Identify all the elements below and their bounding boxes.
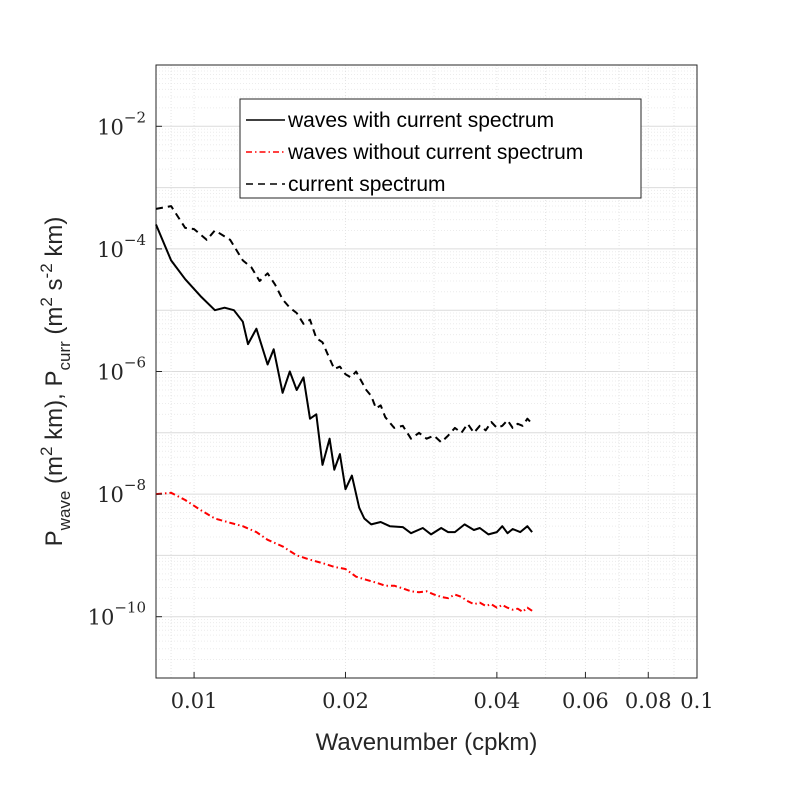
y-axis-label: Pwave (m2 km), Pcurr (m2 s-2 km)	[37, 217, 74, 547]
y-axis-label-sub2: curr	[55, 341, 74, 371]
x-tick-label: 0.08	[625, 689, 672, 713]
legend: waves with current spectrum waves without…	[239, 98, 642, 199]
series-line-2	[155, 205, 533, 444]
y-axis-label-prefix: P	[41, 530, 68, 546]
y-axis-label-sub1: wave	[55, 491, 74, 532]
y-tick-label: 10−4	[97, 231, 146, 262]
y-axis-label-mid4: s	[41, 278, 68, 297]
y-tick-label: 10−2	[97, 108, 146, 139]
y-axis-label-mid3: (m	[41, 307, 68, 342]
series-layer	[155, 205, 533, 613]
y-axis-label-sup2: 2	[37, 297, 56, 306]
series-line-1	[155, 491, 533, 613]
y-axis-label-mid2: km), P	[41, 371, 68, 447]
x-tick-label: 0.01	[171, 689, 218, 713]
legend-label-1: waves without current spectrum	[287, 141, 583, 164]
y-axis-label-suffix: km)	[41, 217, 68, 264]
x-tick-label: 0.06	[562, 689, 609, 713]
y-tick-base: 10	[97, 483, 124, 507]
y-tick-exponent: −6	[124, 354, 146, 372]
y-axis-label-mid: (m	[41, 456, 68, 491]
y-tick-exponent: −10	[114, 599, 146, 617]
y-tick-base: 10	[88, 606, 115, 630]
axis-ticks: 0.01 0.02 0.04 0.06 0.08 0.110−1010−810−610−4…	[88, 108, 714, 713]
y-tick-exponent: −2	[124, 108, 146, 126]
y-tick-base: 10	[97, 115, 124, 139]
x-tick-label: 0.02	[322, 689, 369, 713]
y-tick-base: 10	[97, 238, 124, 262]
x-tick-label: 0.04	[473, 689, 520, 713]
y-tick-label: 10−10	[88, 599, 146, 630]
y-tick-exponent: −8	[124, 476, 146, 494]
x-axis-label: Wavenumber (cpkm)	[316, 729, 538, 756]
legend-label-0: waves with current spectrum	[287, 109, 554, 132]
y-tick-label: 10−6	[97, 354, 146, 385]
y-axis-label-sup1: 2	[37, 447, 56, 456]
x-tick-label: 0.1	[680, 689, 713, 713]
y-tick-exponent: −4	[124, 231, 146, 249]
y-tick-label: 10−8	[97, 476, 146, 507]
series-line-0	[155, 224, 533, 536]
legend-label-2: current spectrum	[288, 173, 446, 196]
y-axis-label-sup3: -2	[37, 263, 56, 278]
y-tick-base: 10	[97, 361, 124, 385]
legend-box	[239, 98, 642, 199]
